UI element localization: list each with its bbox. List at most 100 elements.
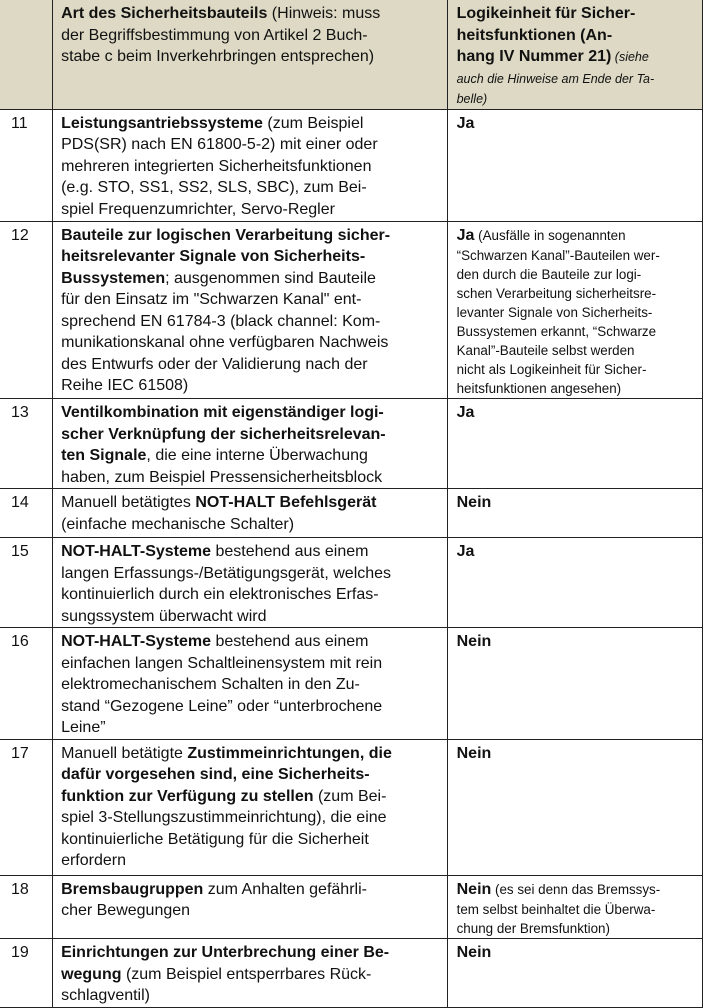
text-line: der Begriffsbestimmung von Artikel 2 Buc… <box>61 25 446 47</box>
text-line: Manuell betätigtes NOT-HALT Befehlsgerät <box>61 492 446 514</box>
text-line: Leistungsantriebssysteme (zum Beispiel <box>61 113 446 135</box>
text-line: den durch die Bauteile zur logi- <box>457 265 702 284</box>
table-row: 16 NOT-HALT-Systeme bestehend aus einem ei… <box>0 627 703 740</box>
text-line: Manuell betätigte Zustimmeinrichtungen, … <box>61 743 446 765</box>
text-line: schlagventil) <box>61 985 446 1006</box>
text-line: langen Erfassungs-/Betätigungsgerät, wel… <box>61 563 446 585</box>
bold-text: Zustimmeinrichtungen, die <box>187 744 392 762</box>
logic-unit-answer: Ja <box>446 108 703 222</box>
text-span: (zum Beispiel entsperrbares Rück- <box>121 965 372 983</box>
text-span: belle) <box>456 91 488 106</box>
text-line: nicht als Logikeinheit für Sicher- <box>457 360 702 379</box>
bold-text: Nein <box>456 744 492 762</box>
text-line: funktion zur Verfügung zu stellen (zum B… <box>61 786 446 808</box>
text-span: Reihe IEC 61508) <box>61 377 189 394</box>
text-line: cher Bewegungen <box>61 900 446 922</box>
text-span: (Hinweis: muss <box>267 5 381 22</box>
text-line: Logikeinheit für Sicher- <box>457 3 702 25</box>
bold-text: funktion zur Verfügung zu stellen <box>61 787 314 805</box>
text-line: spiel 3-Stellungszustimmeinrichtung), di… <box>61 807 446 829</box>
text-line: Nein <box>457 631 702 653</box>
text-line: Nein (es sei denn das Bremssys- <box>457 879 702 901</box>
text-span: kontinuierlich durch ein elektronisches … <box>61 586 379 603</box>
text-line: Bussystemen erkannt, “Schwarze <box>457 322 702 341</box>
text-line: Nein <box>457 942 702 964</box>
text-span: heitsfunktionen angesehen) <box>456 381 622 396</box>
text-span: stand “Gezogene Leine” oder “unterbroche… <box>61 697 383 715</box>
text-line: Art des Sicherheitsbauteils (Hinweis: mu… <box>61 3 446 25</box>
text-line: Bremsbaugruppen zum Anhalten gefährli- <box>61 879 446 901</box>
row-number: 13 <box>0 398 54 489</box>
text-span: tem selbst beinhaltet die Überwa- <box>456 902 656 917</box>
text-span: Bussystemen erkannt, “Schwarze <box>456 324 657 339</box>
bold-text: Bremsbaugruppen <box>61 880 204 898</box>
component-description: Manuell betätigte Zustimmeinrichtungen, … <box>52 738 448 876</box>
text-span: cher Bewegungen <box>61 902 191 919</box>
logic-unit-answer: Ja <box>446 398 703 489</box>
component-description: Manuell betätigtes NOT-HALT Befehlsgerät… <box>52 488 448 538</box>
text-span: (zum Beispiel <box>262 114 364 132</box>
text-span: stabe c beim Inverkehrbringen entspreche… <box>61 48 375 65</box>
bold-text: NOT-HALT-Systeme <box>61 543 212 560</box>
text-span: bestehend aus einem <box>211 633 369 650</box>
text-line: ten Signale, die eine interne Überwachun… <box>61 445 446 467</box>
table-row: 15 NOT-HALT-Systeme bestehend aus einem la… <box>0 537 703 628</box>
component-description: Leistungsantriebssysteme (zum Beispiel PD… <box>52 108 448 222</box>
text-line: schen Verarbeitung sicherheitsre- <box>457 284 702 303</box>
table-row: 19 Einrichtungen zur Unterbrechung einer … <box>0 938 703 1008</box>
component-description: Ventilkombination mit eigenständiger log… <box>52 398 448 489</box>
text-span: schlagventil) <box>61 987 150 1004</box>
text-span: spiel Frequenzumrichter, Servo-Regler <box>61 200 335 218</box>
bold-text: Ja <box>456 226 475 244</box>
table-row: 13 Ventilkombination mit eigenständiger l… <box>0 398 703 489</box>
text-line: stand “Gezogene Leine” oder “unterbroche… <box>61 696 446 718</box>
text-line: scher Verknüpfung der sicherheitsrelevan… <box>61 424 446 446</box>
text-line: heitsrelevanter Signale von Sicherheits- <box>61 246 446 268</box>
bold-text: NOT-HALT-Systeme <box>61 633 212 650</box>
text-line: kontinuierliche Betätigung für die Siche… <box>61 829 446 851</box>
text-line: Leine” <box>61 717 446 738</box>
text-line: (einfache mechanische Schalter) <box>61 514 446 536</box>
text-span: mehreren integrierten Sicherheitsfunktio… <box>61 157 372 175</box>
text-line: Ja <box>457 541 702 563</box>
text-line: des Entwurfs oder der Validierung nach d… <box>61 354 446 376</box>
text-line: Ventilkombination mit eigenständiger log… <box>61 402 446 424</box>
bold-text: hang IV Nummer 21) <box>456 48 612 65</box>
text-span: ; ausgenommen sind Bauteile <box>165 269 376 287</box>
text-span: sungssystem überwacht wird <box>61 607 267 625</box>
text-span: langen Erfassungs-/Betätigungsgerät, wel… <box>61 564 392 582</box>
bold-text: heitsrelevanter Signale von Sicherheits- <box>61 248 366 265</box>
text-line: levanter Signale von Sicherheits- <box>457 303 702 322</box>
component-description: NOT-HALT-Systeme bestehend aus einem einf… <box>52 627 448 740</box>
text-span: (Ausfälle in sogenannten <box>474 227 626 243</box>
row-number: 15 <box>0 537 54 628</box>
text-line: für den Einsatz im "Schwarzen Kanal" ent… <box>61 289 446 311</box>
text-line: stabe c beim Inverkehrbringen entspreche… <box>61 46 446 68</box>
text-span: Manuell betätigtes <box>61 494 196 511</box>
text-line: Nein <box>457 492 702 514</box>
text-line: tem selbst beinhaltet die Überwa- <box>457 900 702 919</box>
text-line: spiel Frequenzumrichter, Servo-Regler <box>61 199 446 221</box>
text-span: (siehe <box>611 50 649 64</box>
bold-text: scher Verknüpfung der sicherheitsrelevan… <box>61 425 386 443</box>
component-description: Bremsbaugruppen zum Anhalten gefährli-ch… <box>52 874 448 939</box>
text-span: den durch die Bauteile zur logi- <box>456 267 642 282</box>
logic-unit-answer: Nein <box>446 738 703 876</box>
text-span: munikationskanal ohne verfügbaren Nachwe… <box>61 334 389 351</box>
text-line: Bauteile zur logischen Verarbeitung sich… <box>61 225 446 247</box>
bold-text: NOT-HALT Befehlsgerät <box>195 494 377 511</box>
bold-text: Ja <box>456 404 475 421</box>
text-span: erfordern <box>61 852 126 869</box>
logic-unit-answer: Ja <box>446 537 703 628</box>
text-line: Reihe IEC 61508) <box>61 375 446 397</box>
bold-text: Ja <box>456 543 475 560</box>
text-span: , die eine interne Überwachung <box>146 447 368 464</box>
text-line: (e.g. STO, SS1, SS2, SLS, SBC), zum Bei- <box>61 177 446 199</box>
text-span: levanter Signale von Sicherheits- <box>456 305 653 320</box>
text-span: haben, zum Beispiel Pressensicherheitsbl… <box>61 468 383 486</box>
text-line: “Schwarzen Kanal”-Bauteilen wer- <box>457 246 702 265</box>
text-span: schen Verarbeitung sicherheitsre- <box>456 286 657 301</box>
row-number: 17 <box>0 738 54 876</box>
bold-text: Bauteile zur logischen Verarbeitung sich… <box>61 226 391 244</box>
bold-text: Nein <box>456 944 492 961</box>
